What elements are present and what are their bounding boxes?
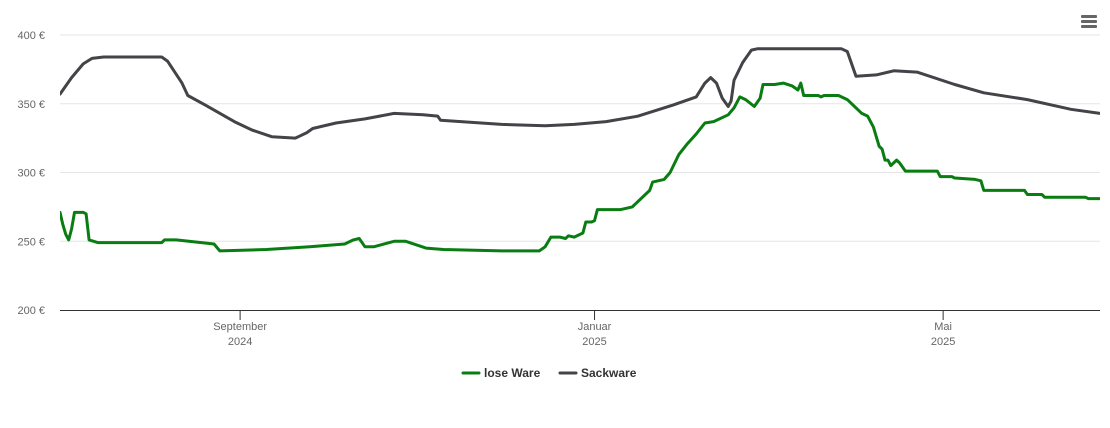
y-tick-label: 400 € — [17, 30, 45, 42]
y-tick-label: 200 € — [17, 305, 45, 317]
x-tick-year: 2025 — [931, 336, 955, 348]
legend-item[interactable]: Sackware — [558, 366, 637, 380]
x-tick-year: 2025 — [582, 336, 606, 348]
series-lines — [60, 47, 1100, 253]
x-axis: September 2024 Januar 2025 Mai 2025 — [60, 310, 1100, 348]
legend-label: Sackware — [581, 366, 637, 380]
x-tick-label: Mai — [934, 321, 952, 333]
legend-label: lose Ware — [484, 366, 541, 380]
legend[interactable]: lose Ware Sackware — [461, 366, 637, 380]
hamburger-menu-icon[interactable] — [1078, 12, 1100, 32]
y-tick-label: 300 € — [17, 168, 45, 180]
y-axis: 200 € 250 € 300 € 350 € 400 € — [17, 30, 45, 317]
x-tick-label: September — [213, 321, 267, 333]
x-tick-year: 2024 — [228, 336, 252, 348]
legend-item[interactable]: lose Ware — [461, 366, 541, 380]
y-tick-label: 250 € — [17, 236, 45, 248]
x-tick-label: Januar — [578, 321, 612, 333]
grid-lines — [60, 34, 1100, 242]
y-tick-label: 350 € — [17, 99, 45, 111]
series-line-sackware — [60, 47, 1100, 140]
series-line-lose-ware — [60, 81, 1100, 253]
